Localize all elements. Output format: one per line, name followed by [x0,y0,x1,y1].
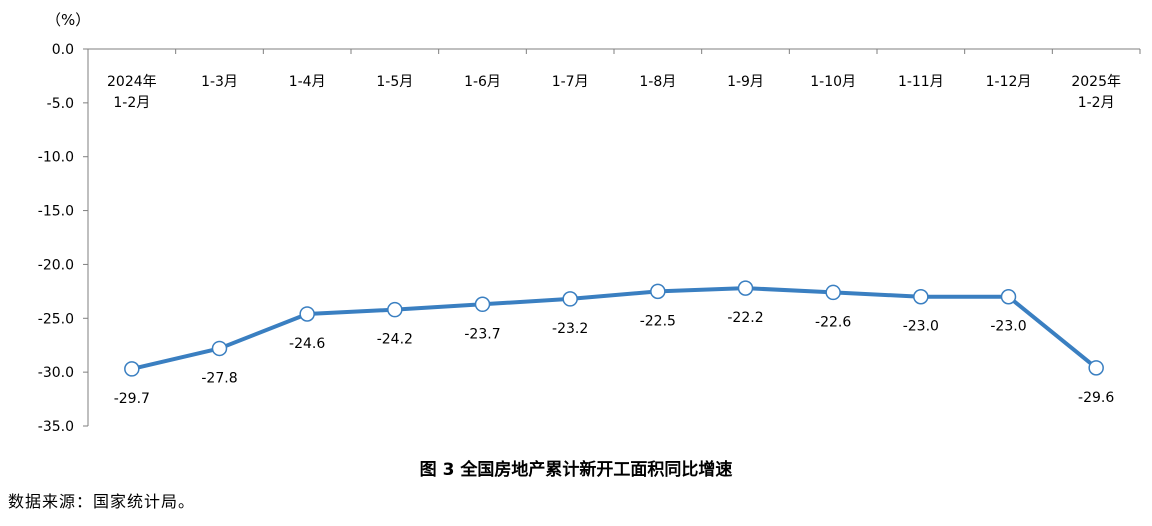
x-tick-label: 1-2月 [113,95,150,111]
data-label: -29.7 [114,391,150,407]
y-tick-label: -20.0 [38,257,74,273]
y-tick-label: 0.0 [52,42,74,58]
data-label: -23.0 [903,319,939,335]
data-label: -23.2 [552,321,588,337]
y-tick-label: -15.0 [38,204,74,220]
data-point [387,301,403,318]
data-label: -23.7 [464,326,500,342]
data-label: -24.2 [377,332,413,348]
data-label: -29.6 [1078,390,1114,406]
x-tick-label: 1-2月 [1078,95,1115,111]
data-label: -22.6 [815,314,851,330]
x-tick-label: 1-4月 [289,74,326,90]
x-tick-label: 1-6月 [464,74,501,90]
x-tick-label: 1-7月 [552,74,589,90]
y-tick-label: -35.0 [38,419,74,435]
x-tick-label: 1-9月 [727,74,764,90]
chart-axes [87,48,1141,426]
data-point [299,306,315,322]
data-point [737,280,754,296]
x-tick-label: 1-3月 [201,74,238,90]
series-polyline [131,286,1098,371]
data-point [474,296,491,313]
data-label: -27.8 [201,370,237,386]
y-tick-label: -25.0 [38,311,74,327]
data-point [562,291,578,307]
y-tick-label: -10.0 [38,150,74,166]
line-chart: 0.0 -5.0 -10.0 -15.0 -20.0 -25.0 -30.0 -35.0 20… [38,42,1141,435]
y-tick-label: -30.0 [38,365,74,381]
data-point [913,288,929,305]
x-tick-label: 1-12月 [986,74,1032,90]
data-point [825,284,841,301]
data-label: -22.5 [640,313,676,329]
data-labels: -29.7 -27.8 -24.6 -24.2 -23.7 -23.2 -22.5 -22.2… [114,310,1115,407]
data-point [1088,360,1104,376]
data-point [124,361,140,377]
x-tick-label: 1-8月 [639,74,676,90]
x-axis-labels: 2024年 1-2月 1-3月 1-4月 1-5月 1-6月 1-7月 1-8月 1-9月 1-1… [107,74,1121,111]
data-point [650,283,666,300]
y-axis-unit: （%） [46,11,91,29]
x-tick-label: 2025年 [1071,74,1121,90]
x-tick-label: 1-5月 [376,74,413,90]
y-tick-label: -5.0 [47,96,74,112]
y-axis-ticks: 0.0 -5.0 -10.0 -15.0 -20.0 -25.0 -30.0 -35.0 [38,42,88,435]
x-tick-label: 2024年 [107,74,157,90]
data-point [211,340,228,357]
data-label: -23.0 [990,319,1026,335]
figure-caption: 图 3 全国房地产累计新开工面积同比增速 [419,460,733,480]
data-label: -22.2 [727,310,763,326]
data-point [1000,288,1017,305]
x-tick-label: 1-10月 [810,74,856,90]
data-source-note: 数据来源：国家统计局。 [8,492,196,511]
data-points [124,280,1104,377]
data-label: -24.6 [289,336,325,352]
x-tick-label: 1-11月 [898,74,944,90]
series-line [131,286,1098,371]
